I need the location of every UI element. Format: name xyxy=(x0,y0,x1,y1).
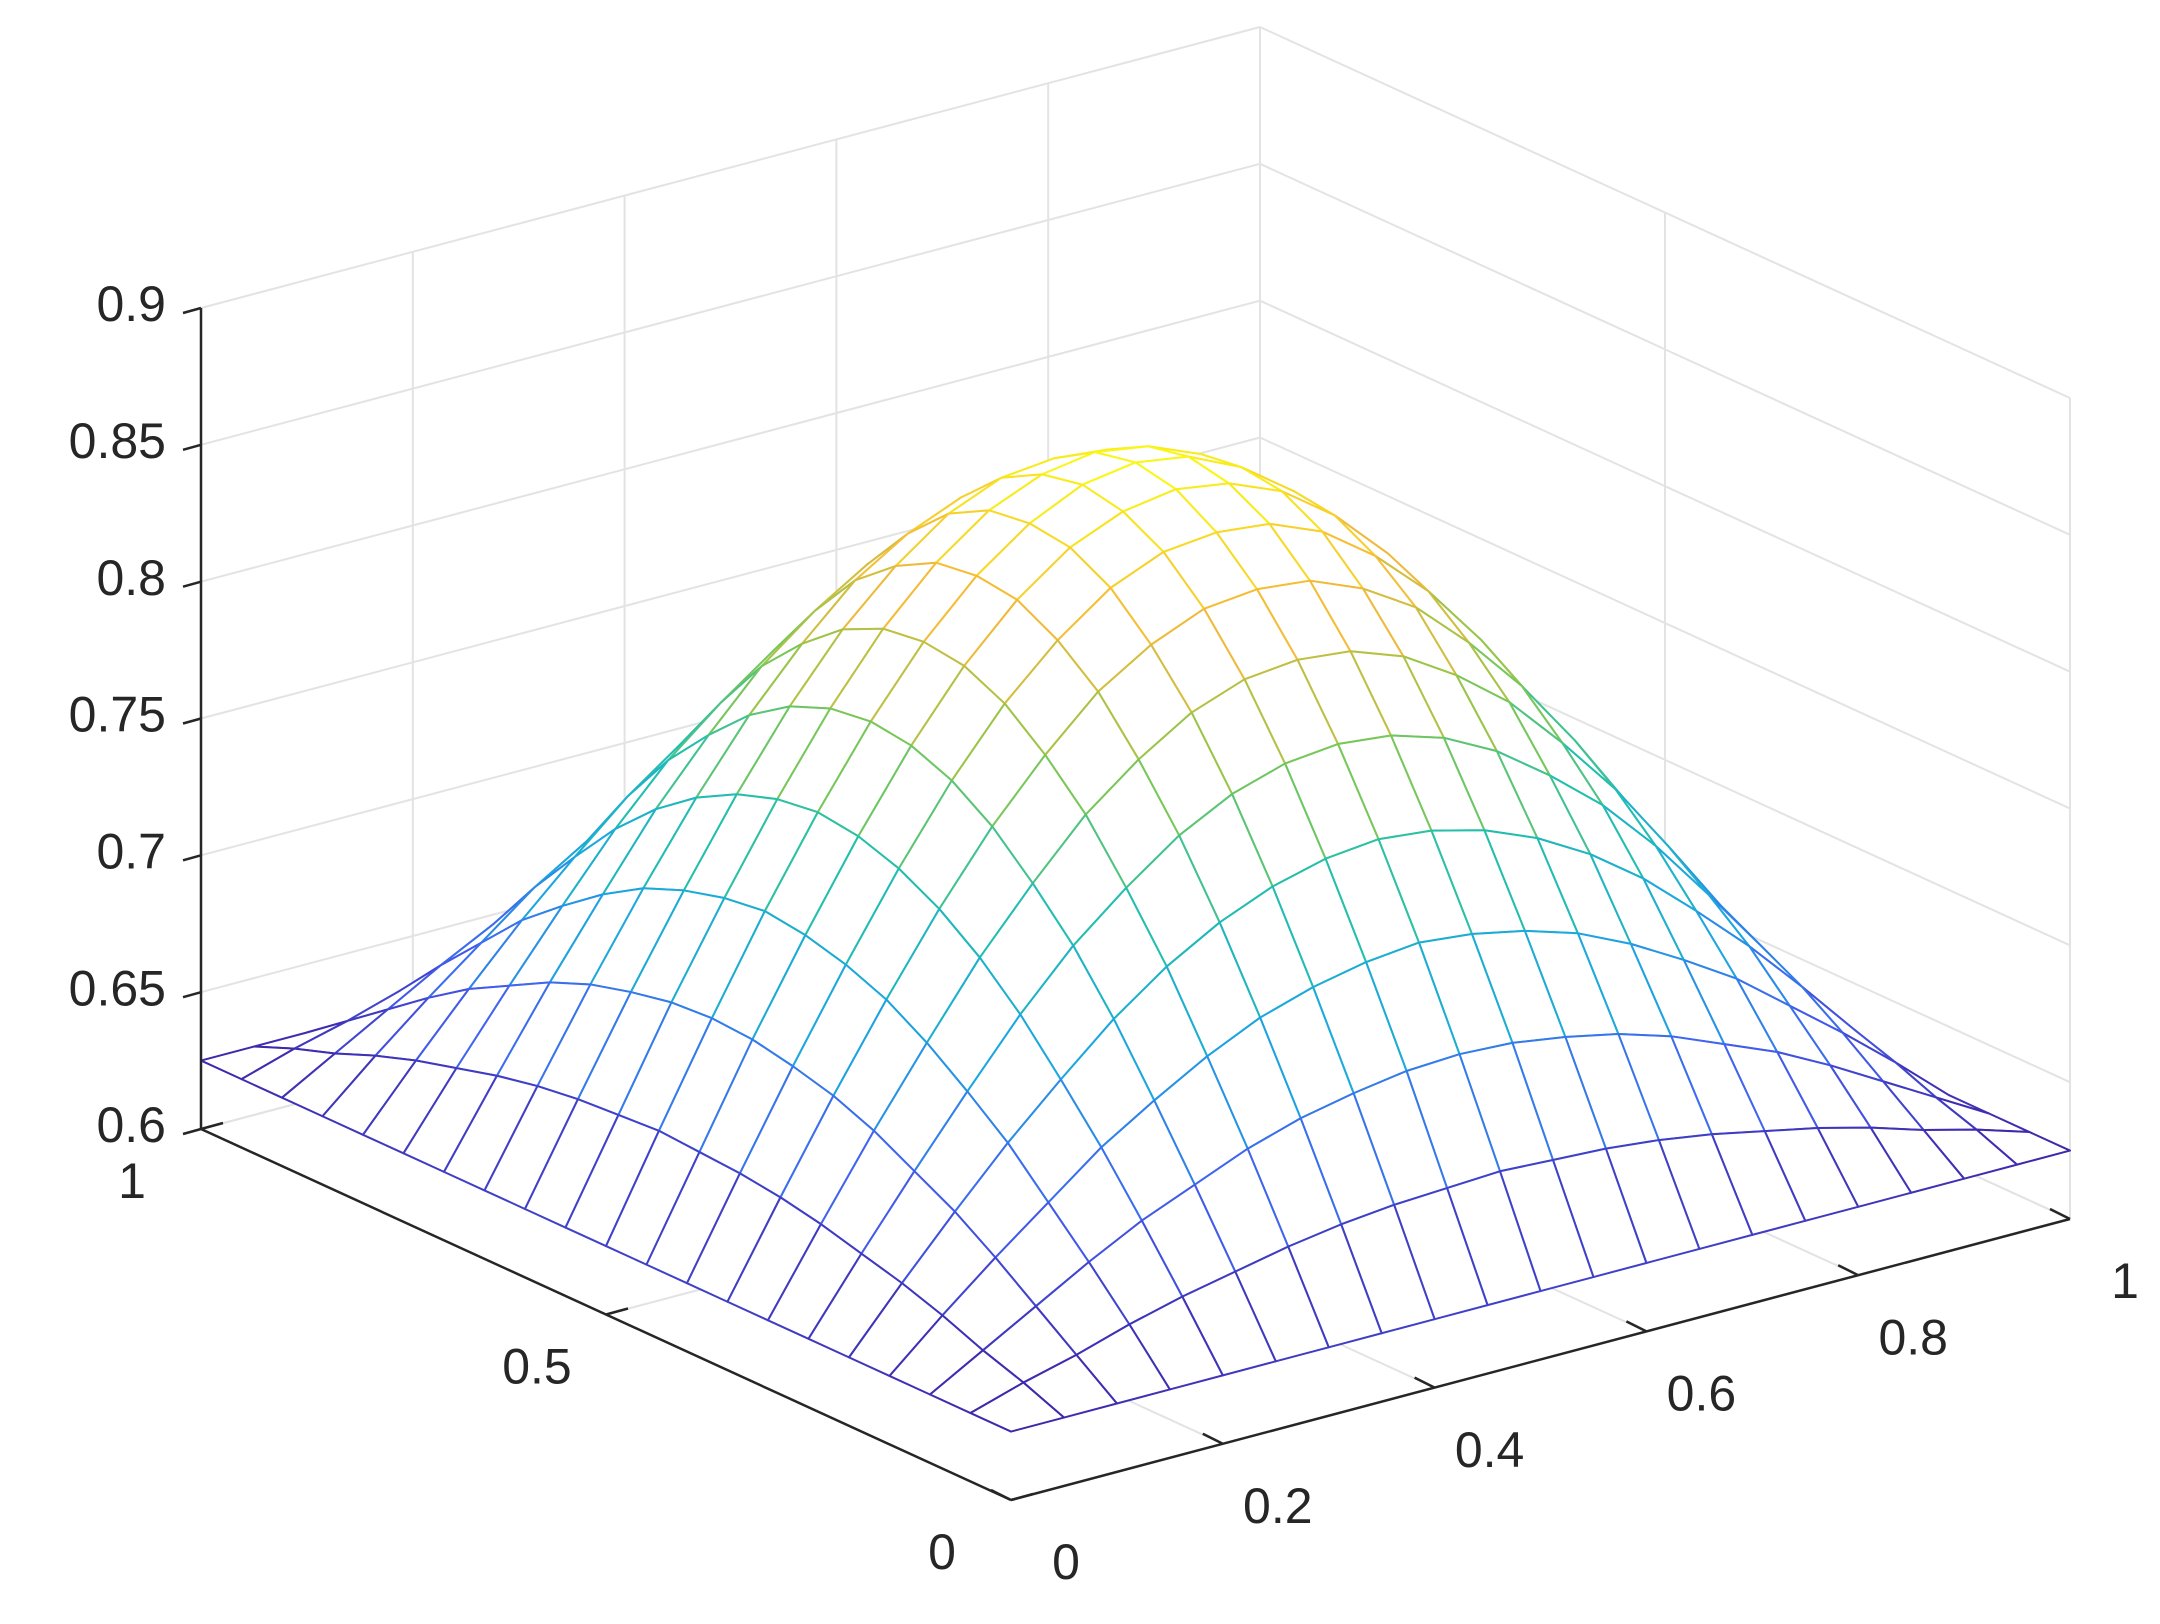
z-tick-label: 0.85 xyxy=(69,413,166,469)
tick-mark xyxy=(1010,1492,1034,1502)
x-tick-label: 0.4 xyxy=(1455,1422,1525,1478)
mesh-cell xyxy=(969,1381,1065,1433)
tick-mark xyxy=(182,717,202,725)
tick-mark xyxy=(1414,1376,1436,1389)
tick-mark xyxy=(182,580,202,588)
tick-mark xyxy=(1625,1320,1647,1333)
x-tick-label: 1 xyxy=(2111,1253,2139,1309)
tick-mark xyxy=(1837,1264,1859,1277)
tick-mark xyxy=(182,1127,202,1136)
y-tick-label: 0.5 xyxy=(502,1339,572,1395)
tick-mark xyxy=(200,1121,224,1131)
x-tick-label: 0 xyxy=(1052,1534,1080,1590)
z-tick-label: 0.75 xyxy=(69,687,166,743)
x-tick-label: 0.2 xyxy=(1243,1478,1313,1534)
tick-mark xyxy=(182,443,202,452)
z-tick-label: 0.65 xyxy=(69,960,166,1016)
z-tick-label: 0.9 xyxy=(96,276,166,332)
tick-mark xyxy=(605,1307,629,1316)
x-tick-label: 0.6 xyxy=(1667,1366,1737,1422)
tick-mark xyxy=(2049,1207,2071,1221)
z-tick-label: 0.8 xyxy=(96,550,166,606)
grid-line xyxy=(200,162,1261,446)
tick-mark xyxy=(182,990,202,999)
y-tick-label: 1 xyxy=(118,1153,146,1209)
tick-mark xyxy=(990,1488,1012,1502)
tick-mark xyxy=(1202,1432,1224,1445)
x-axis xyxy=(1010,1217,2071,1502)
grid-line xyxy=(200,26,1261,309)
x-tick-label: 0.8 xyxy=(1878,1309,1948,1365)
z-tick-label: 0.7 xyxy=(96,824,166,880)
z-tick-label: 0.6 xyxy=(96,1097,166,1153)
tick-mark xyxy=(182,306,202,315)
y-tick-label: 0 xyxy=(928,1524,956,1580)
tick-mark xyxy=(182,854,202,862)
grid-line xyxy=(200,299,1261,583)
